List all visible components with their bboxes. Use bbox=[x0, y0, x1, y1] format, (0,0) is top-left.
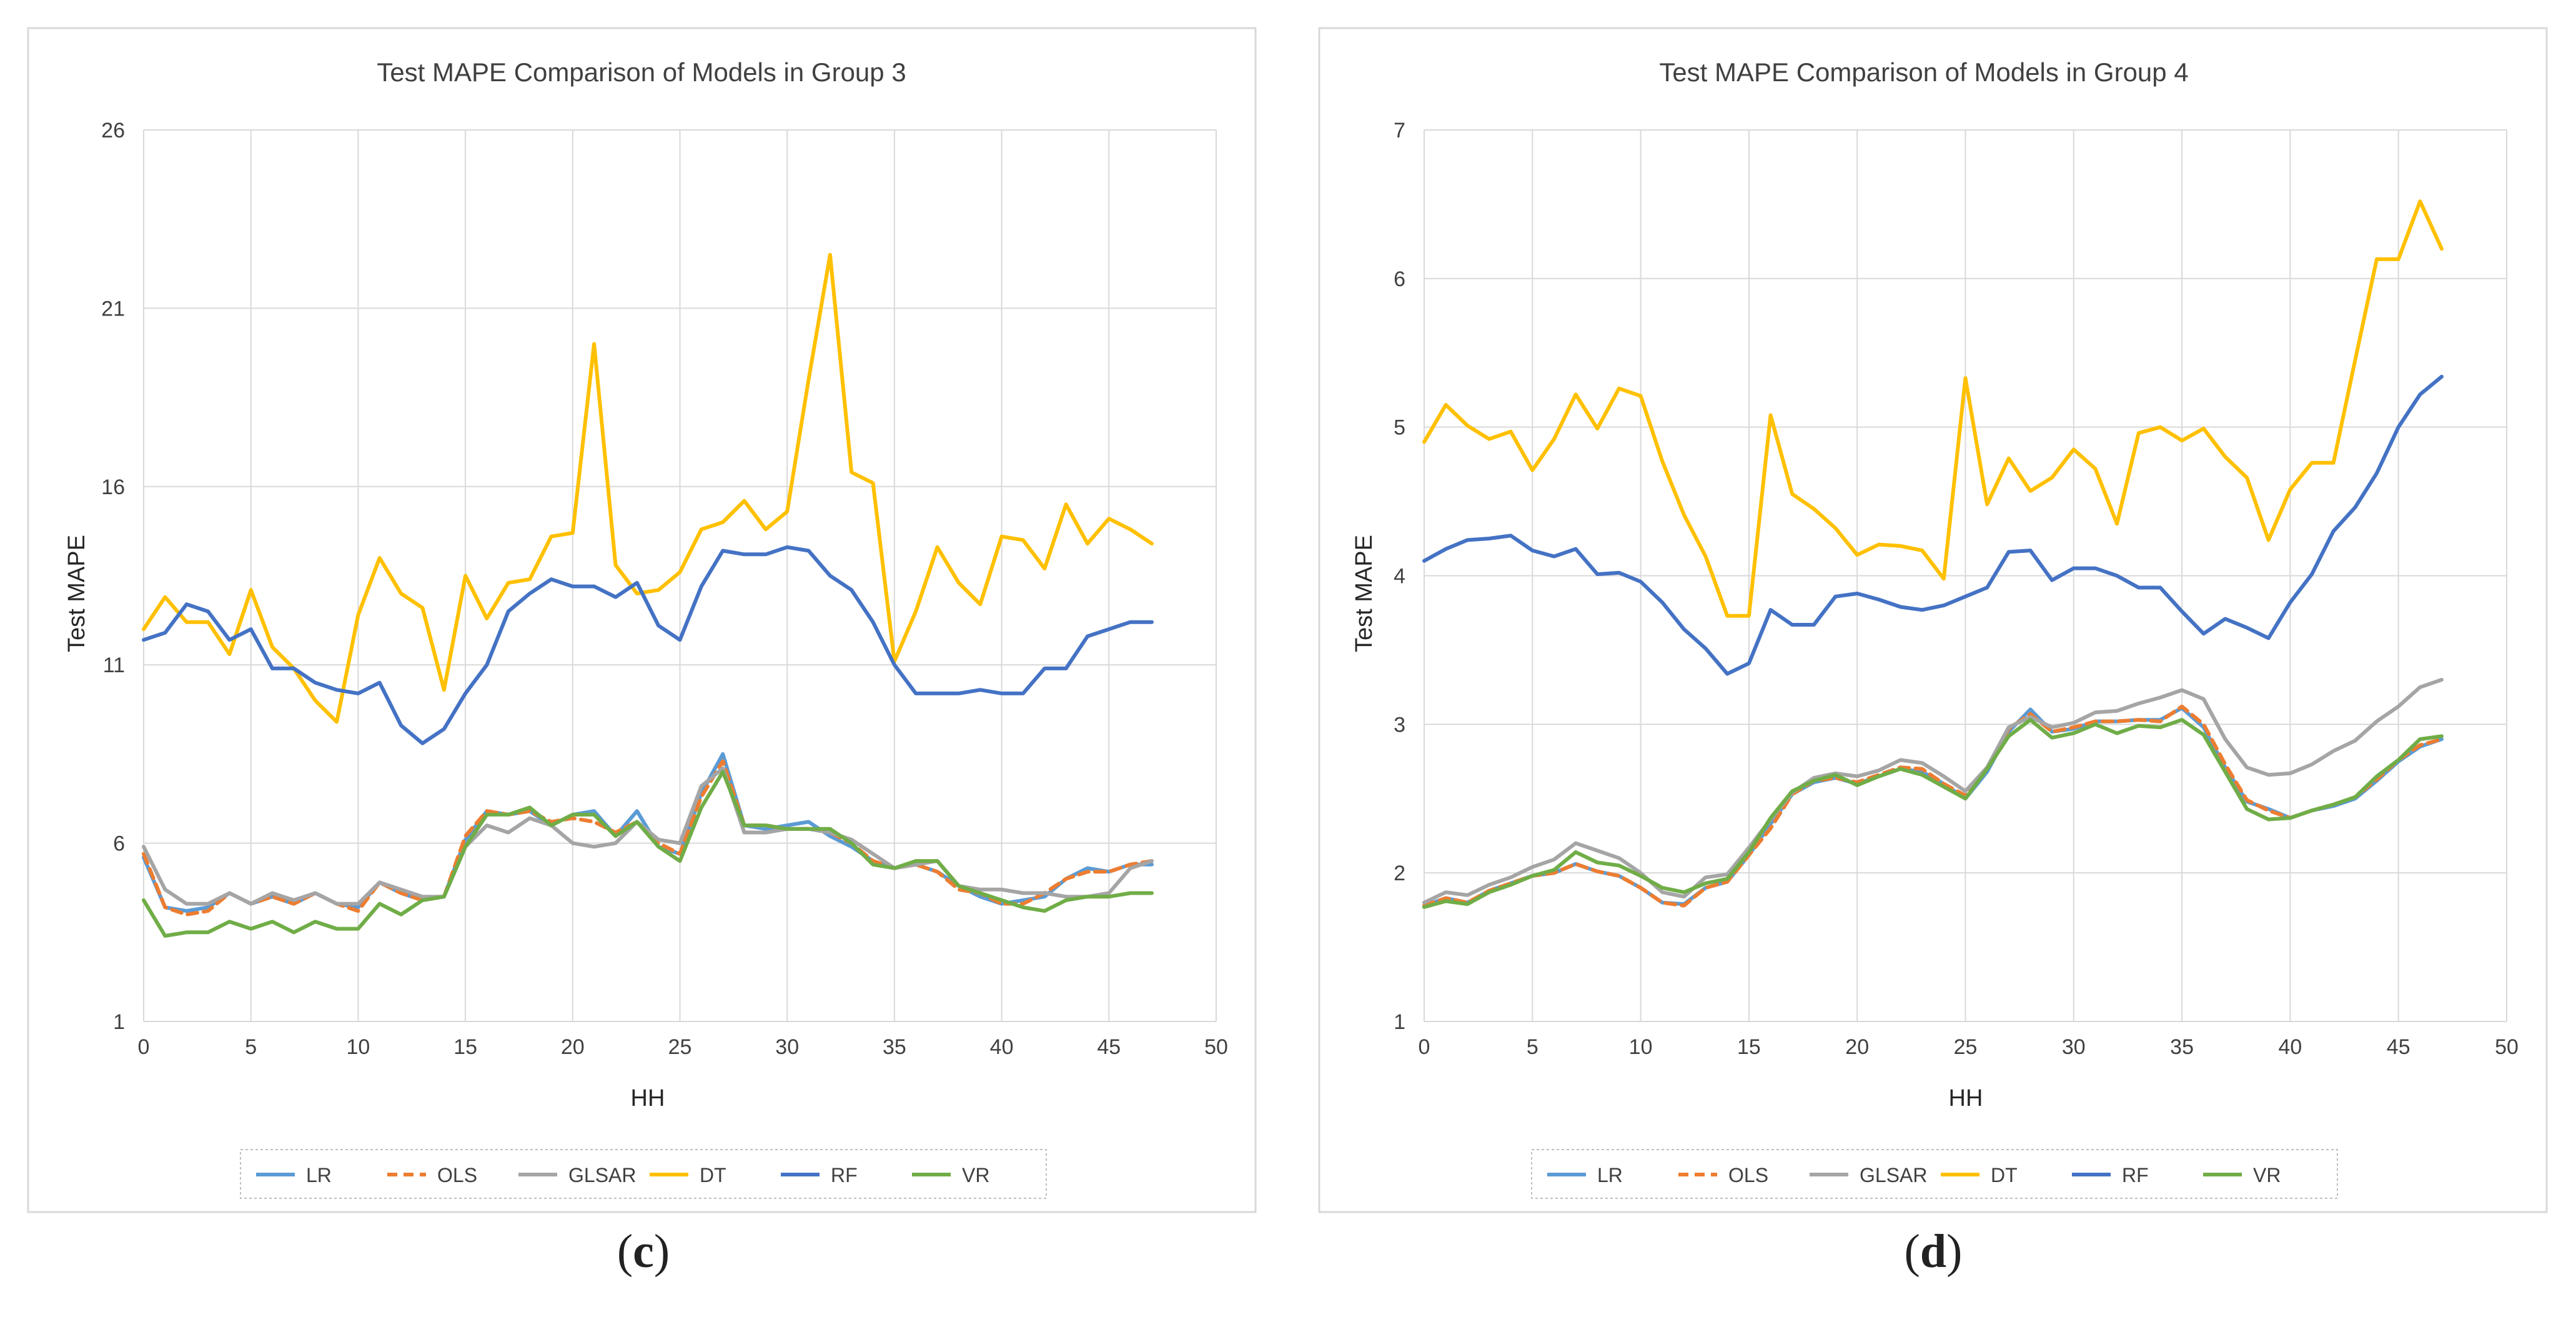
series-line-vr bbox=[1422, 718, 2444, 909]
legend-label-glsar: GLSAR bbox=[1860, 1164, 1927, 1186]
chart-group-3: Test MAPE Comparison of Models in Group … bbox=[27, 27, 1257, 1213]
legend-label-vr: VR bbox=[2253, 1164, 2281, 1186]
series-line-ols bbox=[1422, 704, 2444, 908]
series-line-dt bbox=[142, 252, 1154, 724]
series-line-rf bbox=[1422, 374, 2444, 676]
chart-frame bbox=[27, 27, 1257, 1213]
legend-label-lr: LR bbox=[1597, 1164, 1623, 1186]
x-tick-label: 20 bbox=[1845, 1035, 1869, 1059]
y-tick-label: 1 bbox=[113, 1010, 125, 1034]
x-tick-label: 30 bbox=[775, 1035, 799, 1059]
x-tick-label: 45 bbox=[1097, 1035, 1121, 1059]
series-line-vr bbox=[142, 770, 1154, 938]
y-tick-label: 6 bbox=[113, 832, 125, 856]
y-tick-label: 2 bbox=[1394, 862, 1405, 885]
y-tick-label: 16 bbox=[101, 475, 125, 499]
x-tick-label: 10 bbox=[346, 1035, 370, 1059]
x-tick-label: 50 bbox=[2495, 1035, 2519, 1059]
legend-label-dt: DT bbox=[700, 1164, 726, 1186]
panel-letter: c bbox=[633, 1225, 654, 1278]
y-tick-label: 4 bbox=[1394, 565, 1405, 589]
x-tick-label: 0 bbox=[138, 1035, 150, 1059]
series-lines bbox=[1422, 199, 2444, 909]
y-tick-label: 11 bbox=[103, 654, 125, 677]
y-axis-label: Test MAPE bbox=[1351, 535, 1377, 652]
x-tick-label: 25 bbox=[668, 1035, 692, 1059]
x-axis-label: HH bbox=[1949, 1085, 1983, 1111]
chart-title: Test MAPE Comparison of Models in Group … bbox=[1659, 57, 2188, 87]
legend-label-glsar: GLSAR bbox=[568, 1164, 636, 1186]
grid-lines bbox=[143, 129, 1217, 1022]
x-tick-label: 25 bbox=[1954, 1035, 1978, 1059]
y-axis-label: Test MAPE bbox=[64, 535, 90, 652]
legend: LR OLS GLSAR DT RF VR bbox=[1547, 1164, 2281, 1186]
x-tick-label: 50 bbox=[1204, 1035, 1228, 1059]
x-tick-label: 20 bbox=[561, 1035, 585, 1059]
legend-label-ols: OLS bbox=[437, 1164, 477, 1186]
x-tick-label: 30 bbox=[2062, 1035, 2086, 1059]
x-tick-label: 45 bbox=[2387, 1035, 2410, 1059]
chart-group-4: Test MAPE Comparison of Models in Group … bbox=[1318, 27, 2548, 1213]
y-tick-label: 6 bbox=[1394, 267, 1405, 291]
y-tick-label: 3 bbox=[1394, 713, 1405, 737]
series-line-rf bbox=[142, 545, 1154, 745]
y-tick-label: 7 bbox=[1394, 119, 1405, 142]
x-tick-label: 35 bbox=[2170, 1035, 2194, 1059]
chart-frame bbox=[1318, 27, 2548, 1213]
y-tick-label: 1 bbox=[1394, 1010, 1405, 1034]
x-tick-label: 35 bbox=[883, 1035, 906, 1059]
legend-label-vr: VR bbox=[962, 1164, 989, 1186]
legend-label-dt: DT bbox=[1991, 1164, 2018, 1186]
series-line-dt bbox=[1422, 199, 2444, 618]
y-tick-label: 5 bbox=[1394, 416, 1405, 440]
x-tick-label: 0 bbox=[1419, 1035, 1430, 1059]
legend-label-rf: RF bbox=[831, 1164, 858, 1186]
x-tick-label: 5 bbox=[1527, 1035, 1538, 1059]
x-tick-label: 5 bbox=[245, 1035, 257, 1059]
chart-title: Test MAPE Comparison of Models in Group … bbox=[377, 57, 906, 87]
x-tick-label: 15 bbox=[453, 1035, 477, 1059]
legend-label-lr: LR bbox=[306, 1164, 332, 1186]
panel-letter: d bbox=[1920, 1225, 1947, 1278]
panel-label-d: (d) bbox=[1904, 1225, 1963, 1278]
series-line-glsar bbox=[142, 766, 1154, 906]
y-tick-label: 26 bbox=[101, 119, 125, 142]
x-tick-label: 15 bbox=[1737, 1035, 1761, 1059]
x-axis-label: HH bbox=[631, 1085, 665, 1111]
series-line-glsar bbox=[1422, 678, 2444, 905]
legend-label-rf: RF bbox=[2122, 1164, 2149, 1186]
x-tick-label: 40 bbox=[990, 1035, 1014, 1059]
y-tick-label: 21 bbox=[101, 297, 125, 321]
legend: LR OLS GLSAR DT RF VR bbox=[256, 1164, 989, 1186]
series-lines bbox=[142, 252, 1154, 938]
legend-label-ols: OLS bbox=[1728, 1164, 1768, 1186]
x-tick-label: 10 bbox=[1629, 1035, 1653, 1059]
x-tick-label: 40 bbox=[2278, 1035, 2302, 1059]
panel-label-c: (c) bbox=[617, 1225, 670, 1278]
